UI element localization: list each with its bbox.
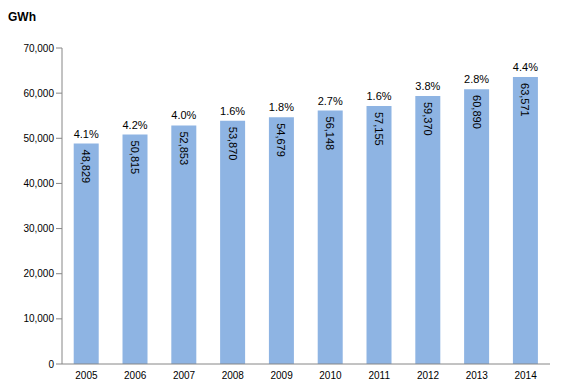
svg-text:2010: 2010 — [319, 370, 342, 381]
svg-text:2011: 2011 — [368, 370, 390, 381]
svg-text:2009: 2009 — [270, 370, 293, 381]
svg-text:4.1%: 4.1% — [74, 128, 99, 140]
svg-text:4.4%: 4.4% — [513, 61, 538, 73]
svg-text:2.8%: 2.8% — [464, 73, 489, 85]
svg-text:52,853: 52,853 — [178, 131, 190, 165]
svg-text:4.0%: 4.0% — [171, 109, 196, 121]
svg-text:63,571: 63,571 — [519, 83, 531, 117]
svg-text:1.6%: 1.6% — [220, 105, 245, 117]
svg-text:60,000: 60,000 — [23, 88, 54, 99]
svg-text:40,000: 40,000 — [23, 178, 54, 189]
html-text:GWh: GWh — [8, 10, 36, 24]
svg-text:56,148: 56,148 — [324, 117, 336, 151]
svg-text:3.8%: 3.8% — [415, 80, 440, 92]
svg-text:2007: 2007 — [173, 370, 196, 381]
svg-text:0: 0 — [48, 359, 54, 370]
svg-text:2012: 2012 — [417, 370, 440, 381]
svg-text:53,870: 53,870 — [227, 127, 239, 161]
svg-text:30,000: 30,000 — [23, 223, 54, 234]
svg-text:2008: 2008 — [222, 370, 245, 381]
svg-text:2014: 2014 — [514, 370, 537, 381]
svg-text:48,829: 48,829 — [80, 150, 92, 184]
svg-text:54,679: 54,679 — [275, 123, 287, 157]
svg-text:50,000: 50,000 — [23, 133, 54, 144]
svg-text:10,000: 10,000 — [23, 313, 54, 324]
svg-text:20,000: 20,000 — [23, 268, 54, 279]
svg-text:1.8%: 1.8% — [269, 101, 294, 113]
svg-text:2.7%: 2.7% — [318, 95, 343, 107]
svg-text:2005: 2005 — [75, 370, 98, 381]
svg-text:2006: 2006 — [124, 370, 147, 381]
svg-text:57,155: 57,155 — [373, 112, 385, 146]
svg-text:50,815: 50,815 — [129, 141, 141, 175]
svg-text:70,000: 70,000 — [23, 43, 54, 54]
svg-text:2013: 2013 — [466, 370, 489, 381]
svg-text:60,890: 60,890 — [471, 95, 483, 129]
svg-text:4.2%: 4.2% — [122, 119, 147, 131]
svg-text:59,370: 59,370 — [422, 102, 434, 136]
svg-text:1.6%: 1.6% — [366, 90, 391, 102]
